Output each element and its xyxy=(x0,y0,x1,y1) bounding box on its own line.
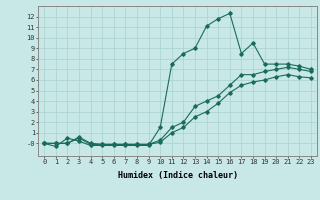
X-axis label: Humidex (Indice chaleur): Humidex (Indice chaleur) xyxy=(118,171,238,180)
